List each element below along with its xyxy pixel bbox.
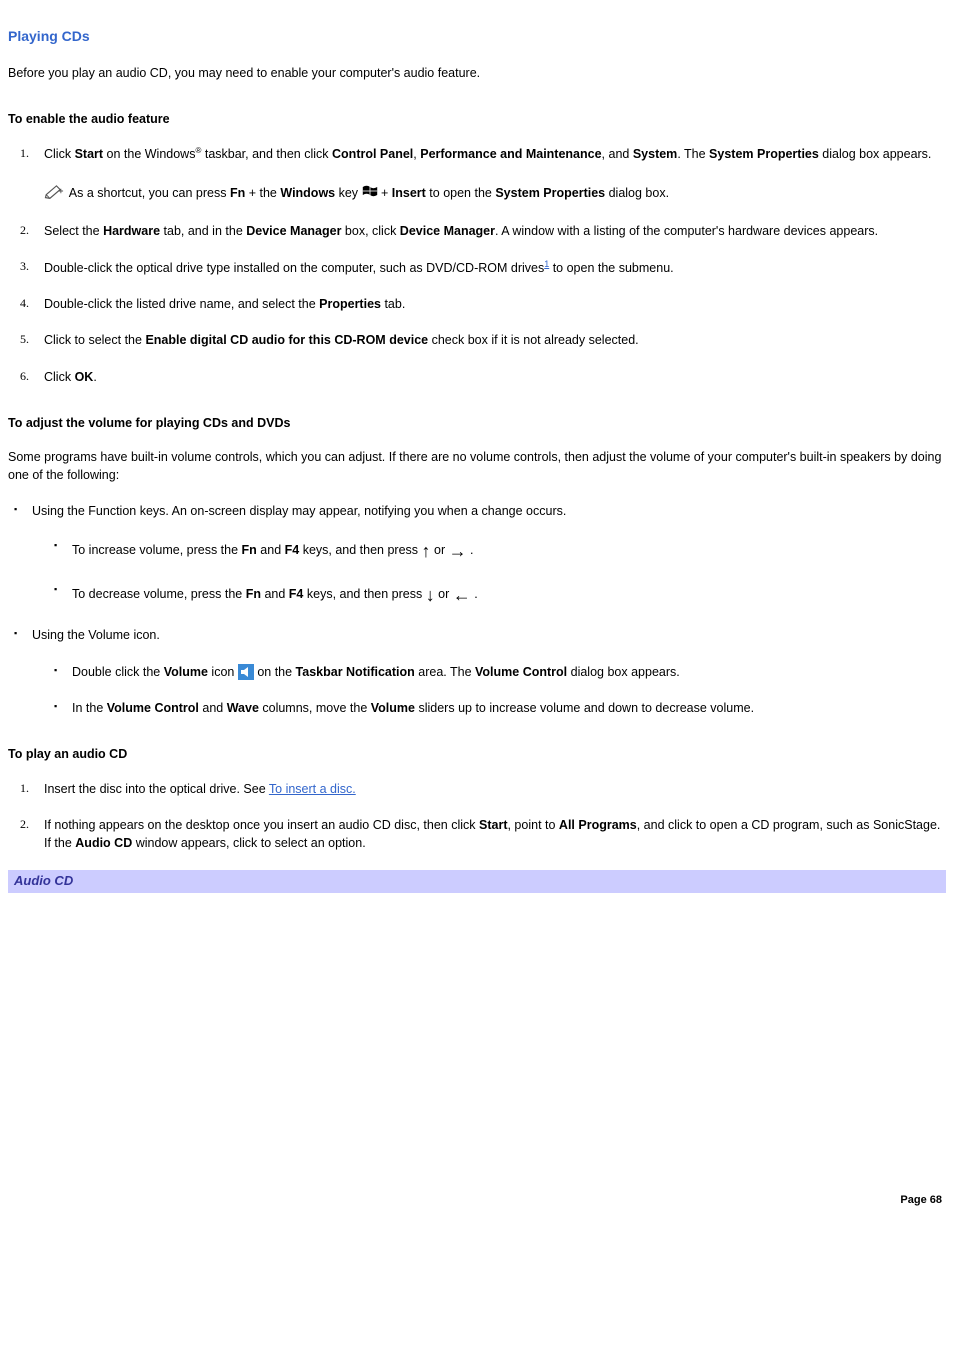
increase-volume-item: To increase volume, press the Fn and F4 … — [72, 538, 946, 564]
arrow-down-icon: ↓ — [426, 585, 435, 605]
step-2: 2. Select the Hardware tab, and in the D… — [44, 222, 946, 240]
decrease-volume-item: To decrease volume, press the Fn and F4 … — [72, 582, 946, 608]
step-1: 1. Click Start on the Windows® taskbar, … — [44, 145, 946, 204]
volume-paragraph: Some programs have built-in volume contr… — [8, 448, 946, 484]
bold-properties: Properties — [319, 297, 381, 311]
arrow-left-icon: ← — [453, 585, 471, 605]
bold-devmgr2: Device Manager — [400, 224, 495, 238]
move-sliders-item: In the Volume Control and Wave columns, … — [72, 699, 946, 717]
step-number: 6. — [20, 368, 29, 385]
section-play-heading: To play an audio CD — [8, 745, 946, 763]
step-number: 4. — [20, 295, 29, 312]
bold-sysprops2: System Properties — [495, 186, 605, 200]
step-5: 5. Click to select the Enable digital CD… — [44, 331, 946, 349]
volume-tray-icon — [238, 663, 254, 681]
windows-key-icon — [362, 184, 378, 203]
bold-ok: OK — [75, 370, 94, 384]
section-volume-heading: To adjust the volume for playing CDs and… — [8, 414, 946, 432]
bold-perfmaint: Performance and Maintenance — [420, 147, 601, 161]
audio-cd-caption: Audio CD — [8, 870, 946, 893]
bold-windows: Windows — [280, 186, 335, 200]
step-number: 5. — [20, 331, 29, 348]
arrow-up-icon: ↑ — [422, 541, 431, 561]
arrow-right-icon: → — [449, 541, 467, 561]
intro-paragraph: Before you play an audio CD, you may nee… — [8, 64, 946, 82]
enable-steps-list: 1. Click Start on the Windows® taskbar, … — [8, 145, 946, 386]
doubleclick-volume-item: Double click the Volume icon on the Task… — [72, 663, 946, 682]
shortcut-note: As a shortcut, you can press Fn + the Wi… — [44, 183, 946, 204]
bold-devmgr: Device Manager — [246, 224, 341, 238]
page-number: Page 68 — [8, 1193, 946, 1209]
step-3: 3. Double-click the optical drive type i… — [44, 258, 946, 277]
bold-fn: Fn — [230, 186, 245, 200]
bold-system: System — [633, 147, 677, 161]
page-title: Playing CDs — [8, 26, 946, 46]
note-pencil-icon — [44, 183, 66, 204]
bold-enable-audio: Enable digital CD audio for this CD-ROM … — [145, 333, 428, 347]
step-text: Click — [44, 147, 75, 161]
step-number: 3. — [20, 258, 29, 275]
play-step-2: 2. If nothing appears on the desktop onc… — [44, 816, 946, 852]
step-6: 6. Click OK. — [44, 368, 946, 386]
step-number: 1. — [20, 780, 29, 797]
step-4: 4. Double-click the listed drive name, a… — [44, 295, 946, 313]
section-enable-heading: To enable the audio feature — [8, 110, 946, 128]
play-steps-list: 1. Insert the disc into the optical driv… — [8, 780, 946, 852]
fn-keys-sublist: To increase volume, press the Fn and F4 … — [32, 538, 946, 608]
play-step-1: 1. Insert the disc into the optical driv… — [44, 780, 946, 798]
step-number: 2. — [20, 816, 29, 833]
bullet-fn-keys: Using the Function keys. An on-screen di… — [32, 502, 946, 608]
bold-sysprops: System Properties — [709, 147, 819, 161]
bold-controlpanel: Control Panel — [332, 147, 413, 161]
bold-start: Start — [75, 147, 103, 161]
bold-hardware: Hardware — [103, 224, 160, 238]
bullet-volume-icon: Using the Volume icon. Double click the … — [32, 626, 946, 717]
insert-disc-link[interactable]: To insert a disc. — [269, 782, 356, 796]
bold-insert: Insert — [392, 186, 426, 200]
step-number: 2. — [20, 222, 29, 239]
volume-icon-sublist: Double click the Volume icon on the Task… — [32, 663, 946, 718]
step-number: 1. — [20, 145, 29, 162]
volume-bullets: Using the Function keys. An on-screen di… — [8, 502, 946, 717]
